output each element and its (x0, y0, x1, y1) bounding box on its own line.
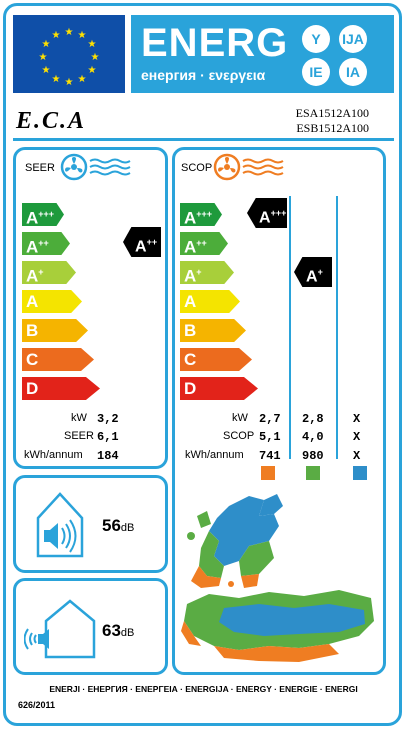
indoor-noise-panel: 56dB (13, 475, 168, 573)
seer-rating-pointer: A++ (123, 227, 161, 257)
energy-footer: ENERJI · ЕНЕРГИЯ · ΕΝΕΡΓΕΙΑ · ENERGIJA ·… (49, 684, 358, 694)
seer-class-a2: A++ (22, 232, 70, 255)
lang-circle-ia: IA (339, 58, 367, 86)
seer-row-kw-value: 3,2 (97, 412, 119, 426)
energy-title: ENERG (141, 21, 289, 65)
scop-row-scop-v1: 5,1 (259, 430, 281, 444)
indoor-noise-value: 56dB (102, 516, 135, 535)
seer-class-a: A (22, 290, 82, 313)
seer-class-c: C (22, 348, 94, 371)
seer-panel: SEER A+++ A++ A+ A B C D A++ kW 3,2 SEER… (13, 147, 168, 469)
scop-class-a2: A++ (180, 232, 228, 255)
scop-row-kw-v1: 2,7 (259, 412, 281, 426)
scop-class-a: A (180, 290, 240, 313)
lang-circle-y: Y (302, 25, 330, 53)
svg-text:★: ★ (52, 30, 61, 41)
model-number-2: ESB1512A100 (296, 121, 369, 135)
eu-stars-icon: ★ ★★ ★★★ ★★★ ★★★ (39, 27, 100, 88)
outdoor-speaker-icon (24, 599, 96, 659)
scop-row-annual: kWh/annum (185, 449, 244, 461)
zone-average-swatch (306, 466, 320, 480)
seer-class-b: B (22, 319, 88, 342)
label-frame (3, 3, 402, 726)
seer-row-seer-value: 6,1 (97, 430, 119, 444)
scop-label: SCOP (181, 162, 213, 174)
svg-text:★: ★ (42, 65, 51, 76)
seer-row-annual-value: 184 (97, 449, 119, 463)
header-divider (13, 138, 394, 141)
scop-row-scop: SCOP (223, 430, 255, 442)
scop-rating-average-pointer: A+ (294, 257, 332, 287)
scop-panel: SCOP A+++ A++ A+ A B C D A+++ A+ kW 2,7 … (172, 147, 386, 675)
scop-column-divider-1 (289, 196, 291, 459)
zone-warm-swatch (261, 466, 275, 480)
scop-row-scop-v2: 4,0 (302, 430, 324, 444)
svg-text:★: ★ (91, 52, 100, 63)
svg-text:★: ★ (88, 65, 97, 76)
scop-row-kw-v3: X (353, 412, 361, 426)
seer-class-d: D (22, 377, 100, 400)
fan-heat-icon (213, 153, 284, 181)
svg-text:★: ★ (78, 30, 87, 41)
outdoor-noise-value: 63dB (102, 621, 135, 640)
scop-class-b: B (180, 319, 246, 342)
regulation-number: 626/2011 (18, 700, 56, 710)
scop-row-kw: kW (232, 412, 248, 424)
scop-row-annual-v1: 741 (259, 449, 281, 463)
svg-text:★: ★ (52, 74, 61, 85)
lang-circle-ija: IJA (339, 25, 367, 53)
svg-text:★: ★ (88, 39, 97, 50)
seer-label: SEER (25, 162, 55, 174)
svg-text:★: ★ (65, 77, 74, 88)
fan-cool-icon (60, 153, 131, 181)
model-number-1: ESA1512A100 (295, 106, 369, 120)
scop-class-a1: A+ (180, 261, 234, 284)
energy-banner: ENERG енергия · ενεργεια Y IJA IE IA (131, 15, 394, 93)
seer-row-seer: SEER (64, 430, 94, 442)
energy-subtitle: енергия · ενεργεια (141, 67, 266, 83)
svg-text:★: ★ (42, 39, 51, 50)
outdoor-noise-panel: 63dB (13, 578, 168, 675)
svg-text:★: ★ (39, 52, 48, 63)
zone-cold-swatch (353, 466, 367, 480)
scop-rating-warm-pointer: A+++ (247, 198, 287, 228)
seer-row-annual: kWh/annum (24, 449, 83, 461)
scop-class-c: C (180, 348, 252, 371)
lang-circle-ie: IE (302, 58, 330, 86)
svg-text:★: ★ (65, 27, 74, 38)
brand-logo: E.C.A (16, 108, 87, 134)
scop-row-kw-v2: 2,8 (302, 412, 324, 426)
seer-class-a3: A+++ (22, 203, 64, 226)
scop-column-divider-2 (336, 196, 338, 459)
energy-header: ★ ★ ★ ★ ★ ★ ★ ★ ★ ★ ★ ★ ENERG енергия · ενεργεια… (13, 15, 394, 95)
scop-row-annual-v3: X (353, 449, 361, 463)
indoor-speaker-icon (36, 492, 84, 558)
seer-row-kw: kW (71, 412, 87, 424)
seer-class-a1: A+ (22, 261, 76, 284)
scop-class-d: D (180, 377, 258, 400)
scop-row-annual-v2: 980 (302, 449, 324, 463)
climate-zone-map (181, 494, 374, 662)
eu-flag: ★ ★ ★ ★ ★ ★ ★ ★ ★ ★ ★ ★ (13, 15, 125, 93)
scop-row-scop-v3: X (353, 430, 361, 444)
scop-class-a3: A+++ (180, 203, 222, 226)
svg-text:★: ★ (78, 74, 87, 85)
